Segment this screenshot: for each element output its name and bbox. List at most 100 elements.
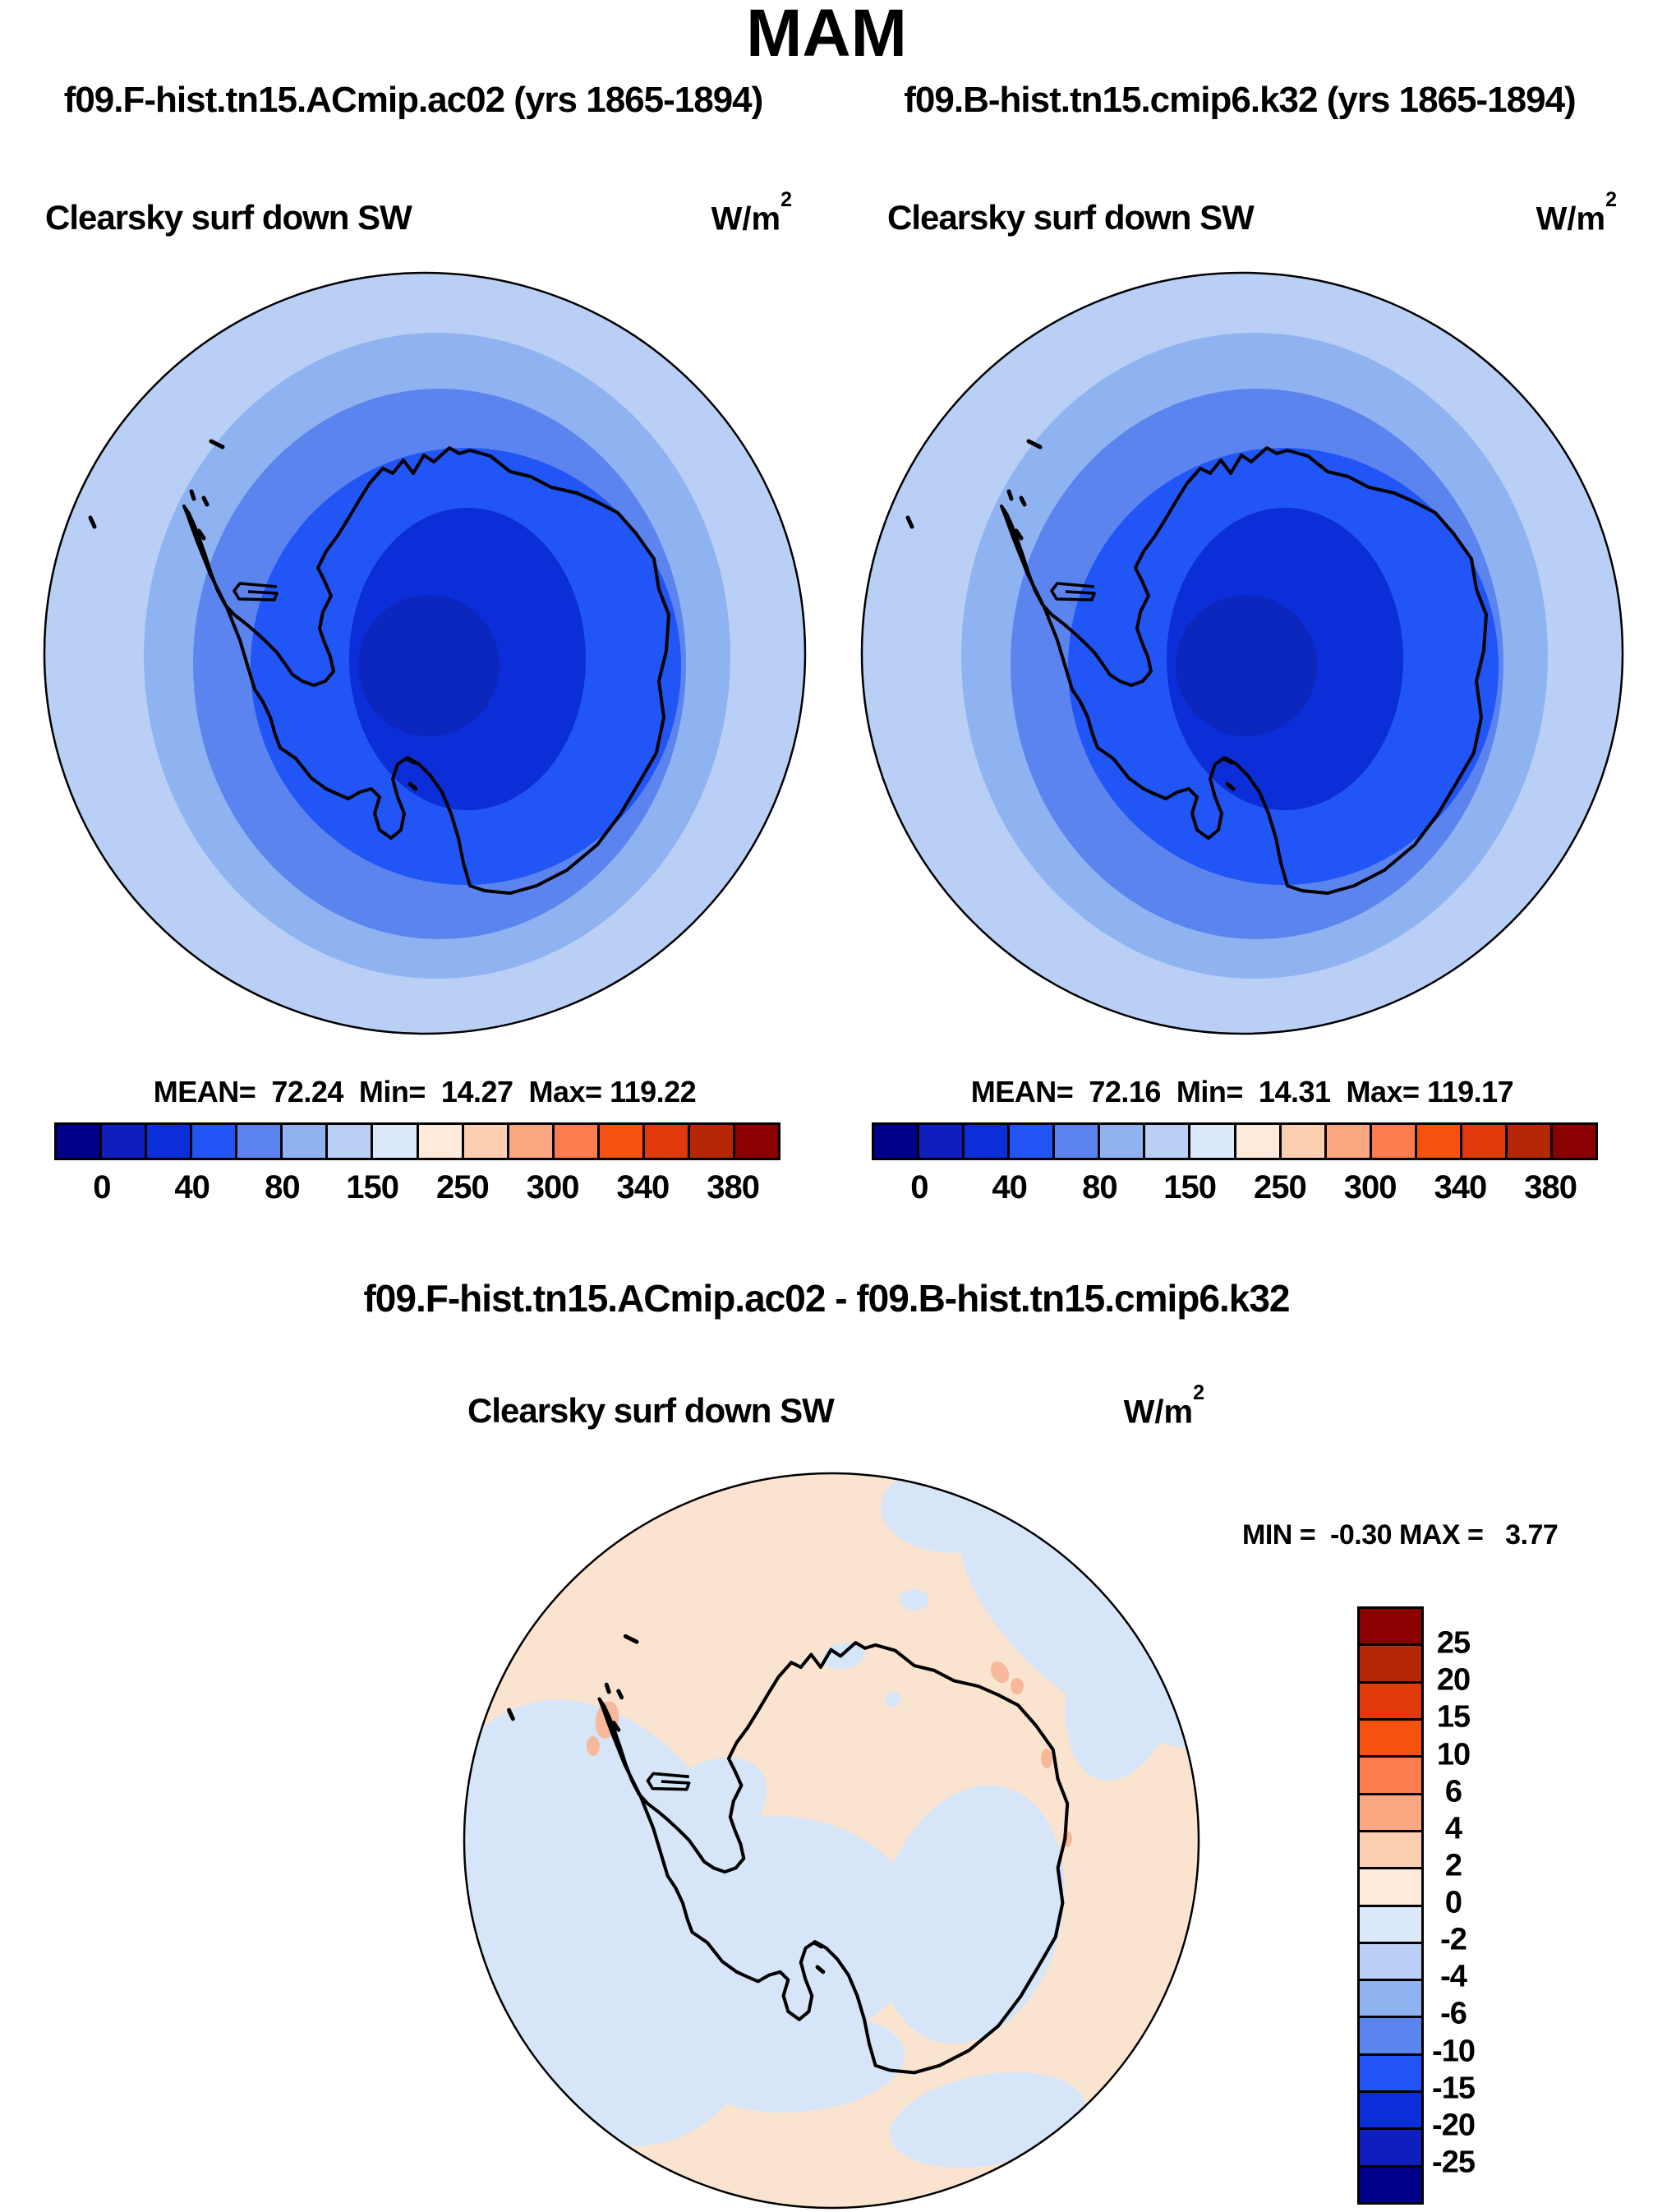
antarctica-coastline bbox=[597, 1641, 1070, 2075]
panel-a-stats: MEAN= 72.24 Min= 14.27 Max= 119.22 bbox=[153, 1075, 697, 1108]
colorbar-tick-label: 380 bbox=[1524, 1169, 1577, 1205]
panel-b-stats: MEAN= 72.16 Min= 14.31 Max= 119.17 bbox=[970, 1075, 1514, 1108]
figure-title: MAM bbox=[746, 0, 907, 71]
difference-minmax: MIN = -0.30 MAX = 3.77 bbox=[1242, 1519, 1559, 1551]
difference-colorbar-labels: 25 20 15 10 6 4 2 0 -2 -4 -6 -10 -15 -20 -25 bbox=[1357, 1606, 1476, 2200]
colorbar-tick-label: 40 bbox=[992, 1169, 1027, 1205]
negative-difference-region bbox=[822, 1642, 865, 1670]
colorbar-cell bbox=[689, 1125, 735, 1158]
panel-a-colorbar-labels: 0 40 80 150 250 300 340 380 bbox=[54, 1169, 780, 1205]
island bbox=[905, 515, 914, 529]
colorbar-cell bbox=[1360, 1646, 1421, 1684]
island bbox=[201, 495, 210, 507]
positive-difference-spot bbox=[990, 1661, 1010, 1684]
colorbar-tick-label: 250 bbox=[1254, 1169, 1307, 1205]
island bbox=[604, 1682, 611, 1694]
colorbar-cell bbox=[1055, 1125, 1101, 1158]
colorbar-tick-label: 0 bbox=[910, 1169, 928, 1205]
island bbox=[407, 781, 418, 791]
colorbar-cell bbox=[283, 1125, 329, 1158]
colorbar-cell bbox=[1190, 1125, 1236, 1158]
colorbar-tick-label: -10 bbox=[1432, 2034, 1476, 2068]
coastline-group bbox=[506, 1634, 1070, 2075]
polar-map-svg bbox=[43, 271, 807, 1035]
panel-a-variable-label: Clearsky surf down SW bbox=[45, 198, 412, 237]
subtitle-row: f09.F-hist.tn15.ACmip.ac02 (yrs 1865-189… bbox=[0, 80, 1653, 121]
difference-units-label: W/m2 bbox=[1123, 1381, 1204, 1431]
panel-a-units-label: W/m2 bbox=[711, 188, 792, 237]
panel-b-colorbar-labels: 0 40 80 150 250 300 340 380 bbox=[872, 1169, 1598, 1205]
colorbar-cell bbox=[328, 1125, 374, 1158]
colorbar-cell bbox=[1100, 1125, 1146, 1158]
colorbar-tick-label: -4 bbox=[1440, 1959, 1467, 1994]
colorbar-tick-label: -15 bbox=[1432, 2071, 1476, 2106]
contour-band bbox=[358, 595, 500, 736]
colorbar-cell bbox=[1507, 1125, 1553, 1158]
negative-difference-region bbox=[900, 1589, 929, 1611]
colorbar-cell bbox=[734, 1125, 778, 1158]
positive-difference-spot bbox=[1041, 1749, 1052, 1768]
colorbar-cell bbox=[1360, 1906, 1421, 1944]
colorbar-cell bbox=[1360, 2093, 1421, 2131]
colorbar-cell bbox=[1360, 1795, 1421, 1832]
difference-title: f09.F-hist.tn15.ACmip.ac02 - f09.B-hist.… bbox=[363, 1277, 1290, 1320]
colorbar-cell bbox=[509, 1125, 555, 1158]
positive-difference-spot bbox=[587, 1736, 600, 1756]
panel-a-subtitle: f09.F-hist.tn15.ACmip.ac02 (yrs 1865-189… bbox=[63, 80, 764, 120]
colorbar-cell bbox=[1360, 1943, 1421, 1982]
colorbar-tick-label: 250 bbox=[436, 1169, 490, 1205]
colorbar-cell bbox=[1416, 1125, 1462, 1158]
island bbox=[611, 1721, 621, 1732]
negative-difference-region bbox=[885, 1692, 901, 1707]
colorbar-tick-label: 340 bbox=[1434, 1169, 1488, 1205]
colorbar-tick-label: -25 bbox=[1432, 2145, 1476, 2180]
colorbar-cell bbox=[644, 1125, 690, 1158]
colorbar-tick-label: 20 bbox=[1436, 1662, 1471, 1698]
island bbox=[1222, 756, 1234, 765]
island bbox=[189, 489, 196, 501]
colorbar-cell bbox=[1236, 1125, 1282, 1158]
antarctica-coastline bbox=[1000, 446, 1488, 895]
colorbar-tick-label: 15 bbox=[1436, 1699, 1471, 1735]
colorbar-cell bbox=[1326, 1125, 1372, 1158]
colorbar-tick-label: 10 bbox=[1436, 1737, 1471, 1772]
map-outline bbox=[860, 271, 1624, 1035]
difference-map bbox=[462, 1471, 1201, 2210]
colorbar-tick-label: 2 bbox=[1444, 1848, 1462, 1883]
colorbar-cell bbox=[1145, 1125, 1191, 1158]
antarctica-coastline bbox=[182, 446, 670, 895]
colorbar-tick-label: 25 bbox=[1436, 1625, 1471, 1661]
panel-b-variable-label: Clearsky surf down SW bbox=[887, 198, 1255, 237]
island bbox=[1019, 495, 1027, 507]
map-contours bbox=[44, 273, 805, 1034]
island bbox=[506, 1707, 515, 1721]
panel-b-map bbox=[860, 271, 1624, 1035]
colorbar-cell bbox=[373, 1125, 419, 1158]
island bbox=[196, 528, 206, 541]
colorbar-cell bbox=[57, 1125, 103, 1158]
map-contours bbox=[862, 273, 1623, 1034]
colorbar-cell bbox=[1360, 1869, 1421, 1907]
colorbar-cell bbox=[919, 1125, 965, 1158]
colorbar-cell bbox=[418, 1125, 464, 1158]
colorbar-cell bbox=[1360, 1720, 1421, 1758]
colorbar-tick-label: 80 bbox=[1082, 1169, 1117, 1205]
difference-colorbar bbox=[1357, 1606, 1424, 2205]
colorbar-cell bbox=[1360, 2018, 1421, 2056]
island bbox=[1026, 439, 1043, 449]
colorbar-cell bbox=[965, 1125, 1011, 1158]
island bbox=[1225, 781, 1236, 791]
colorbar-tick-label: -2 bbox=[1440, 1922, 1467, 1957]
alexander-island-coast bbox=[1050, 582, 1096, 601]
colorbar-cell bbox=[1552, 1125, 1595, 1158]
island bbox=[812, 1940, 824, 1949]
difference-variable-label: Clearsky surf down SW bbox=[467, 1391, 835, 1430]
colorbar-cell bbox=[192, 1125, 238, 1158]
colorbar-cell bbox=[463, 1125, 509, 1158]
positive-difference-spot bbox=[1011, 1678, 1024, 1694]
panel-a-map bbox=[43, 271, 807, 1035]
colorbar-cell bbox=[237, 1125, 283, 1158]
colorbar-cell bbox=[1010, 1125, 1056, 1158]
colorbar-cell bbox=[1360, 2167, 1421, 2202]
island bbox=[88, 515, 97, 529]
